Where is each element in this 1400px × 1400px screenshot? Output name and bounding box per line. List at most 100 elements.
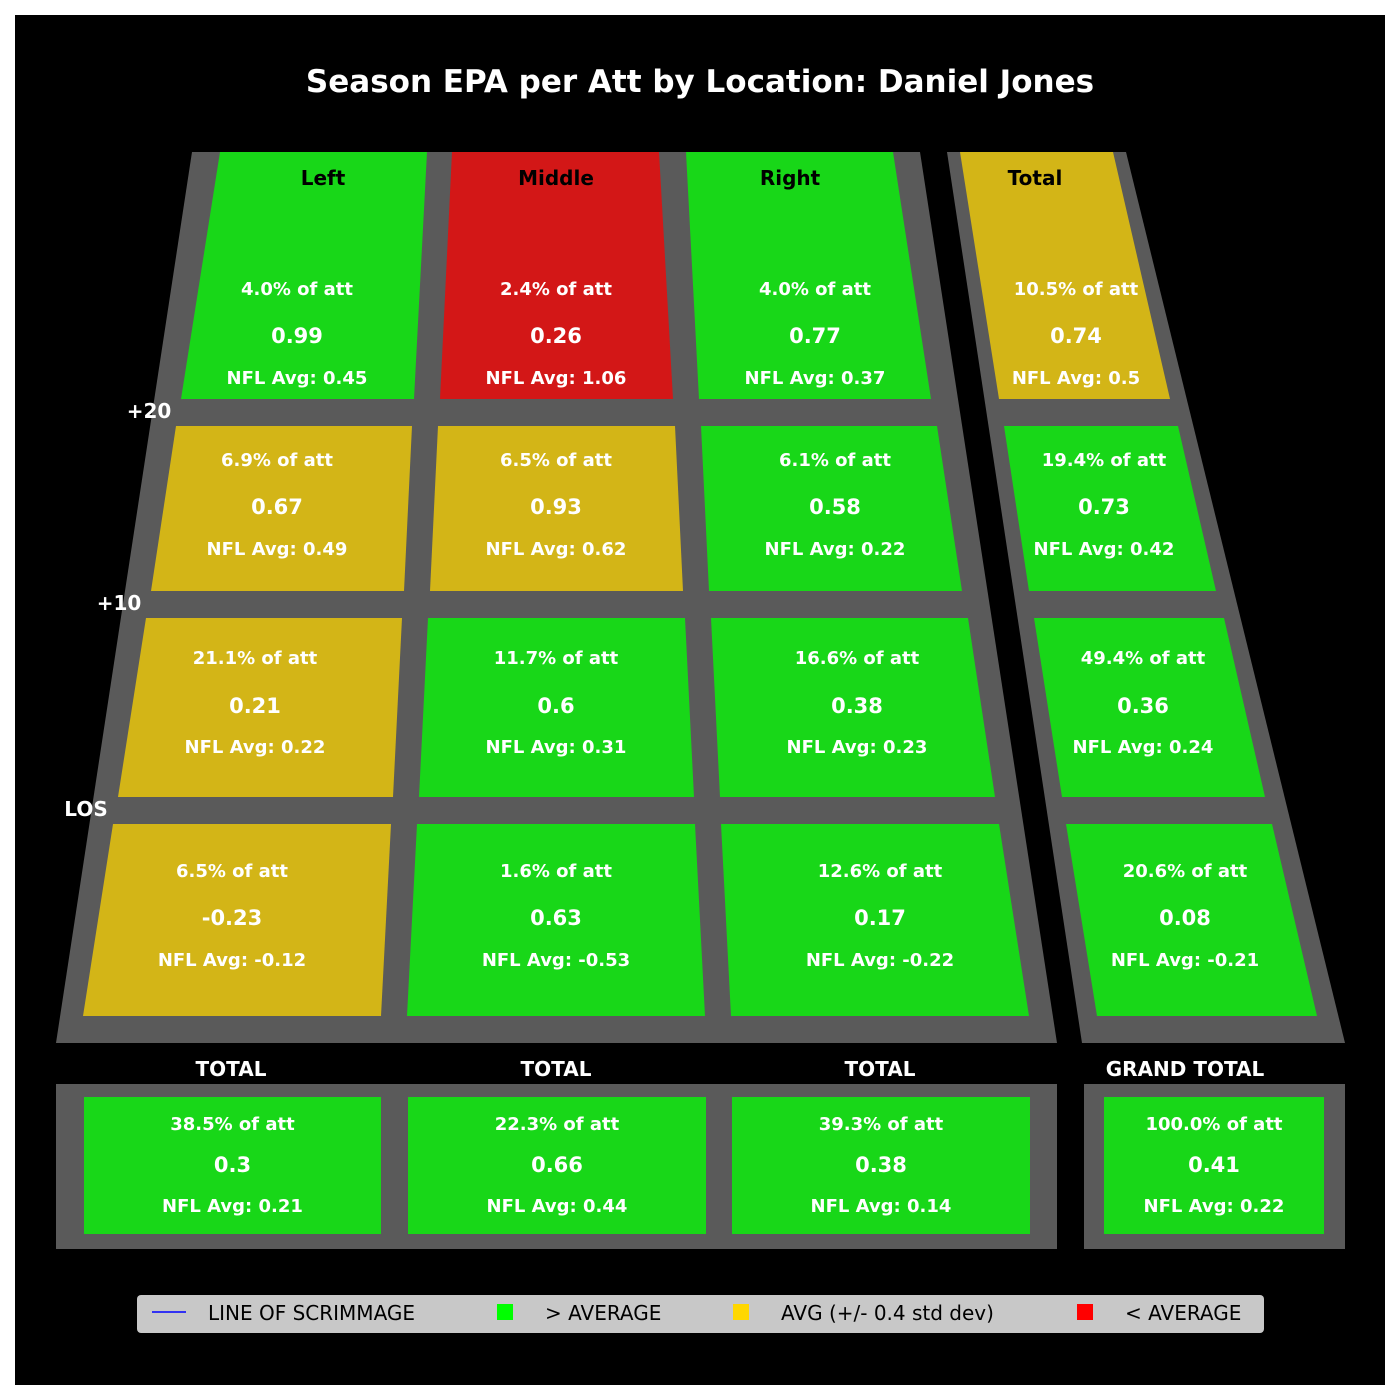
legend-label: > AVERAGE xyxy=(545,1301,661,1325)
heat-cell xyxy=(1004,426,1216,591)
yard-line-label: +10 xyxy=(97,591,142,615)
total-column-label: TOTAL xyxy=(845,1057,916,1081)
cell-nfl-avg-label: NFL Avg: 0.62 xyxy=(486,539,627,560)
cell-value-label: 0.08 xyxy=(1159,906,1211,930)
cell-pct-label: 4.0% of att xyxy=(241,279,353,300)
total-pct-label: 22.3% of att xyxy=(495,1114,620,1135)
yard-line-label: LOS xyxy=(64,797,107,821)
epa-location-chart: Season EPA per Att by Location: Daniel J… xyxy=(56,64,1345,1333)
cell-value-label: 0.36 xyxy=(1117,694,1169,718)
heat-cell xyxy=(151,426,412,591)
cell-value-label: 0.99 xyxy=(271,324,323,348)
total-cell xyxy=(84,1097,381,1234)
cell-value-label: 0.93 xyxy=(530,495,582,519)
legend-label: LINE OF SCRIMMAGE xyxy=(208,1301,415,1325)
cell-value-label: 0.58 xyxy=(809,495,861,519)
cell-nfl-avg-label: NFL Avg: 0.22 xyxy=(185,737,326,758)
cell-pct-label: 20.6% of att xyxy=(1123,861,1248,882)
cell-nfl-avg-label: NFL Avg: 0.5 xyxy=(1012,368,1140,389)
cell-value-label: 0.63 xyxy=(530,906,582,930)
cell-pct-label: 16.6% of att xyxy=(795,648,920,669)
cell-nfl-avg-label: NFL Avg: 0.42 xyxy=(1034,539,1175,560)
cell-pct-label: 11.7% of att xyxy=(494,648,619,669)
heat-cell xyxy=(83,824,391,1016)
column-header: Total xyxy=(1008,166,1063,190)
heat-cell xyxy=(721,824,1029,1016)
column-header: Right xyxy=(760,166,821,190)
cell-nfl-avg-label: NFL Avg: -0.22 xyxy=(806,950,954,971)
heat-cell xyxy=(960,152,1170,399)
cells-layer xyxy=(83,152,1324,1234)
column-header: Middle xyxy=(518,166,594,190)
chart-title: Season EPA per Att by Location: Daniel J… xyxy=(306,64,1094,100)
total-pct-label: 100.0% of att xyxy=(1145,1114,1282,1135)
heat-cell xyxy=(701,426,962,591)
cell-nfl-avg-label: NFL Avg: 0.37 xyxy=(745,368,886,389)
cell-pct-label: 6.9% of att xyxy=(221,450,333,471)
chart-canvas: Season EPA per Att by Location: Daniel J… xyxy=(15,15,1385,1385)
cell-value-label: -0.23 xyxy=(202,906,263,930)
legend: LINE OF SCRIMMAGE > AVERAGE AVG (+/- 0.4 s… xyxy=(137,1295,1264,1333)
cell-nfl-avg-label: NFL Avg: 0.49 xyxy=(207,539,348,560)
cell-nfl-avg-label: NFL Avg: 1.06 xyxy=(486,368,627,389)
cell-value-label: 0.17 xyxy=(854,906,906,930)
cell-nfl-avg-label: NFL Avg: 0.45 xyxy=(227,368,368,389)
heat-cell xyxy=(407,824,705,1016)
cell-pct-label: 19.4% of att xyxy=(1042,450,1167,471)
cell-nfl-avg-label: NFL Avg: 0.31 xyxy=(486,737,627,758)
heat-cell xyxy=(419,618,694,797)
heat-cell xyxy=(440,152,673,399)
legend-swatch xyxy=(497,1304,513,1320)
heat-cell xyxy=(181,152,427,399)
cell-value-label: 0.6 xyxy=(537,694,574,718)
cell-pct-label: 1.6% of att xyxy=(500,861,612,882)
heat-cell xyxy=(430,426,683,591)
legend-swatch xyxy=(1077,1304,1093,1320)
total-nfl-avg-label: NFL Avg: 0.44 xyxy=(487,1196,628,1217)
text-layer: 4.0% of att 0.99 NFL Avg: 0.45 2.4% of att 0… xyxy=(64,166,1284,1217)
cell-nfl-avg-label: NFL Avg: -0.53 xyxy=(482,950,630,971)
total-column-label: TOTAL xyxy=(521,1057,592,1081)
yard-line-label: +20 xyxy=(127,399,172,423)
cell-nfl-avg-label: NFL Avg: -0.21 xyxy=(1111,950,1259,971)
legend-label: AVG (+/- 0.4 std dev) xyxy=(781,1301,994,1325)
heat-cell xyxy=(118,618,402,797)
legend-swatch xyxy=(733,1304,749,1320)
cell-pct-label: 4.0% of att xyxy=(759,279,871,300)
total-nfl-avg-label: NFL Avg: 0.21 xyxy=(162,1196,303,1217)
cell-pct-label: 2.4% of att xyxy=(500,279,612,300)
total-value-label: 0.38 xyxy=(855,1153,907,1177)
total-column-label: TOTAL xyxy=(196,1057,267,1081)
total-cell xyxy=(1104,1097,1324,1234)
cell-pct-label: 6.1% of att xyxy=(779,450,891,471)
cell-pct-label: 49.4% of att xyxy=(1081,648,1206,669)
heat-cell xyxy=(711,618,995,797)
cell-nfl-avg-label: NFL Avg: 0.24 xyxy=(1073,737,1214,758)
cell-nfl-avg-label: NFL Avg: -0.12 xyxy=(158,950,306,971)
total-pct-label: 38.5% of att xyxy=(170,1114,295,1135)
column-header: Left xyxy=(301,166,346,190)
legend-label: < AVERAGE xyxy=(1125,1301,1241,1325)
total-pct-label: 39.3% of att xyxy=(819,1114,944,1135)
total-cell xyxy=(732,1097,1030,1234)
cell-value-label: 0.74 xyxy=(1050,324,1102,348)
cell-nfl-avg-label: NFL Avg: 0.22 xyxy=(765,539,906,560)
cell-pct-label: 10.5% of att xyxy=(1014,279,1139,300)
cell-value-label: 0.38 xyxy=(831,694,883,718)
cell-pct-label: 6.5% of att xyxy=(176,861,288,882)
total-value-label: 0.3 xyxy=(214,1153,251,1177)
cell-value-label: 0.77 xyxy=(789,324,841,348)
cell-value-label: 0.26 xyxy=(530,324,582,348)
cell-pct-label: 6.5% of att xyxy=(500,450,612,471)
legend-box xyxy=(137,1295,1264,1333)
heat-cell xyxy=(686,152,931,399)
cell-value-label: 0.67 xyxy=(251,495,303,519)
total-value-label: 0.41 xyxy=(1188,1153,1240,1177)
cell-value-label: 0.21 xyxy=(229,694,281,718)
total-cell xyxy=(408,1097,706,1234)
cell-pct-label: 21.1% of att xyxy=(193,648,318,669)
cell-pct-label: 12.6% of att xyxy=(818,861,943,882)
total-nfl-avg-label: NFL Avg: 0.14 xyxy=(811,1196,952,1217)
heat-cell xyxy=(1034,618,1265,797)
heat-cell xyxy=(1066,824,1317,1016)
